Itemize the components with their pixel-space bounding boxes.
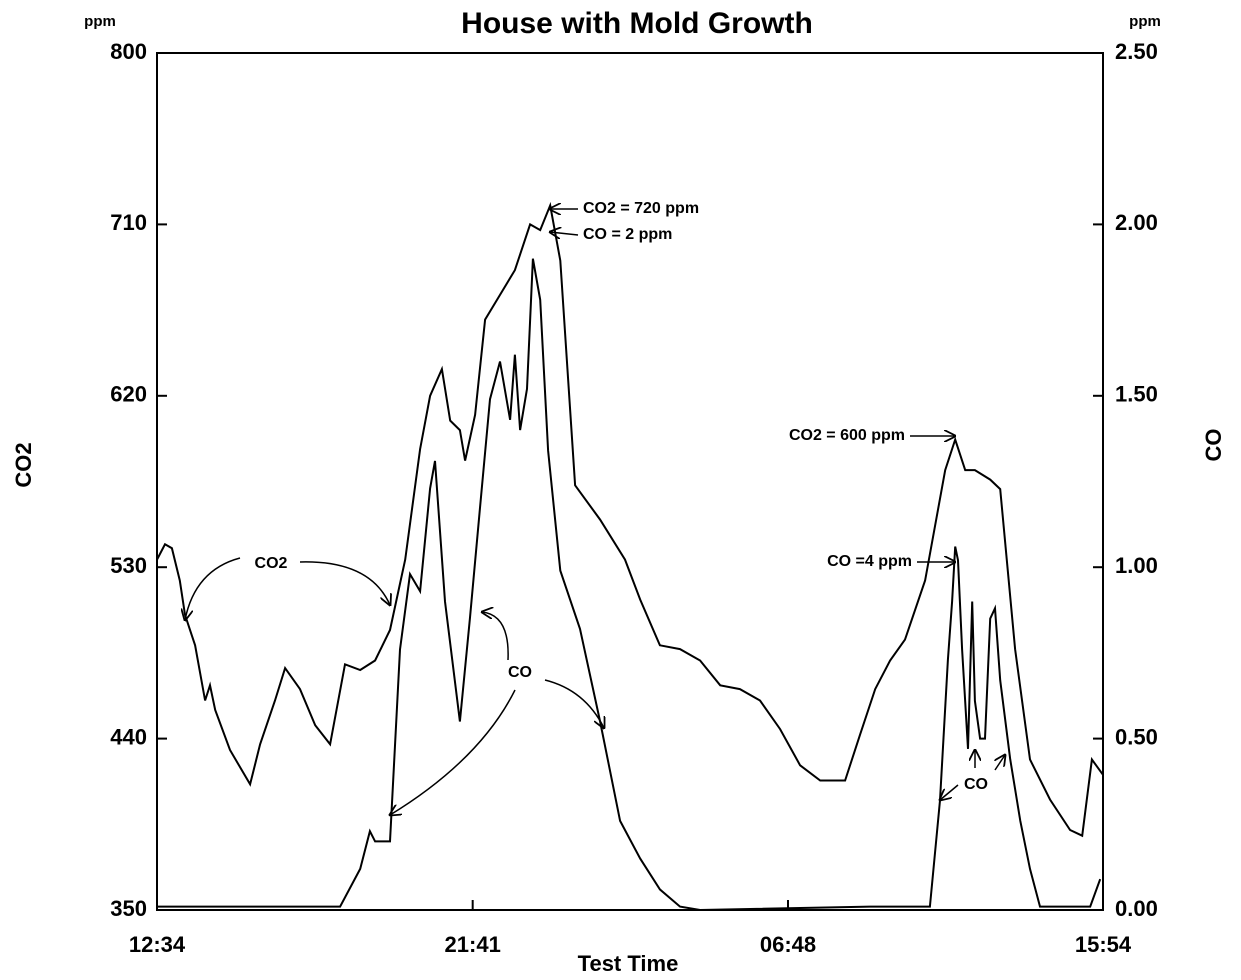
y2-unit: ppm [1129, 13, 1161, 30]
chart-title: House with Mold Growth [461, 7, 813, 40]
x-tick-label: 06:48 [760, 932, 816, 957]
y2-tick-label: 1.50 [1115, 382, 1158, 407]
y2-tick-label: 2.50 [1115, 39, 1158, 64]
annotation: CO2 [255, 555, 288, 572]
y2-tick-label: 1.00 [1115, 553, 1158, 578]
annotation: CO [508, 664, 532, 681]
annotation-arrows [185, 209, 1005, 815]
annotation: CO2 = 600 ppm [789, 427, 905, 444]
annotation: CO = 2 ppm [583, 226, 672, 243]
y2-axis-label: CO [1201, 429, 1226, 462]
annotation: CO =4 ppm [827, 553, 912, 570]
data-line [156, 201, 1104, 838]
y-tick-label: 710 [110, 210, 147, 235]
y2-tick-label: 0.00 [1115, 896, 1158, 921]
plot-frame [156, 52, 1104, 911]
y-tick-label: 620 [110, 382, 147, 407]
data-line [157, 258, 1102, 912]
y-axis-label: CO2 [11, 442, 36, 487]
y-tick-label: 530 [110, 553, 147, 578]
y2-tick-label: 2.00 [1115, 210, 1158, 235]
y2-tick-label: 0.50 [1115, 724, 1158, 749]
y-tick-label: 350 [110, 896, 147, 921]
x-axis-label: Test Time [578, 951, 679, 976]
x-tick-label: 15:54 [1075, 932, 1132, 957]
y-unit: ppm [84, 13, 116, 30]
annotation: CO [964, 776, 988, 793]
y-tick-label: 800 [110, 39, 147, 64]
y-tick-label: 440 [110, 724, 147, 749]
annotation: CO2 = 720 ppm [583, 200, 699, 217]
x-tick-label: 12:34 [129, 932, 186, 957]
x-tick-label: 21:41 [445, 932, 501, 957]
